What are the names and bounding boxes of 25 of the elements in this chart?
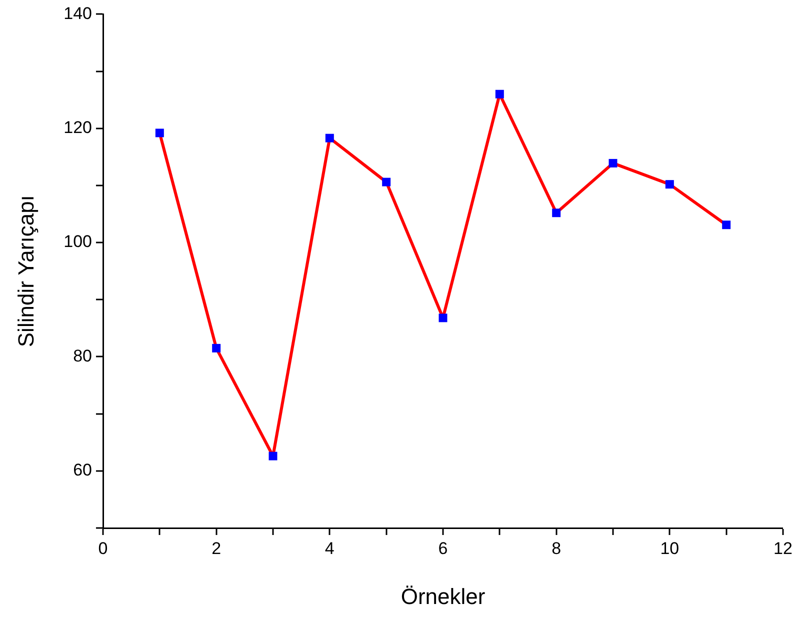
point bbox=[325, 134, 334, 142]
y-tick-label: 80 bbox=[73, 346, 92, 366]
point bbox=[438, 314, 448, 322]
y-axis-title: Silindir Yarıçapı bbox=[13, 195, 38, 348]
y-tick-label: 100 bbox=[64, 232, 92, 252]
x-tick-label: 12 bbox=[774, 538, 792, 558]
y-tick-label: 60 bbox=[73, 460, 92, 480]
point bbox=[495, 90, 504, 98]
point bbox=[382, 178, 391, 186]
point bbox=[608, 158, 618, 168]
x-axis-title: Örnekler bbox=[400, 584, 486, 609]
x-tick-label: 0 bbox=[98, 538, 108, 558]
point bbox=[212, 344, 221, 352]
x-tick-label: 6 bbox=[438, 538, 448, 558]
point bbox=[722, 220, 731, 230]
point bbox=[268, 452, 278, 460]
x-tick-label: 2 bbox=[212, 538, 222, 558]
y-tick-label: 140 bbox=[64, 4, 92, 23]
point bbox=[552, 208, 561, 218]
x-tick-label: 10 bbox=[660, 538, 680, 558]
x-tick-label: 4 bbox=[324, 538, 334, 558]
point bbox=[665, 180, 674, 189]
point bbox=[155, 128, 164, 138]
x-tick-label: 8 bbox=[552, 538, 562, 558]
y-tick-label: 120 bbox=[64, 118, 92, 138]
